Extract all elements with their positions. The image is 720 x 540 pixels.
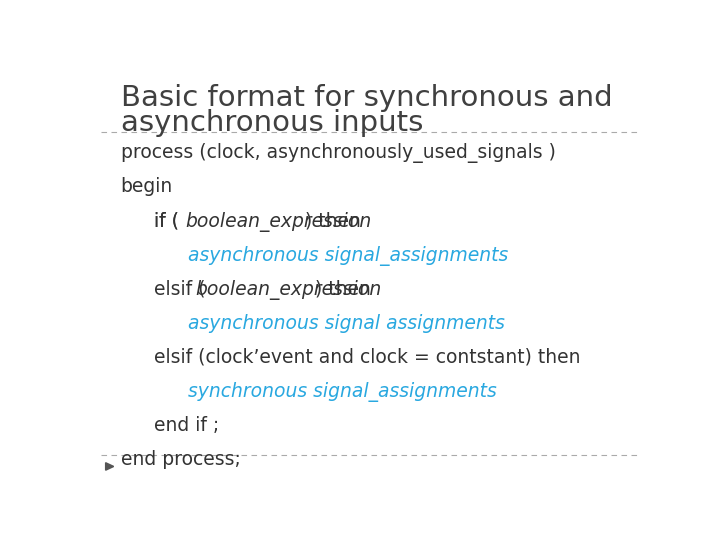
Text: process (clock, asynchronously_used_signals ): process (clock, asynchronously_used_sign… [121,143,556,164]
Text: asynchronous inputs: asynchronous inputs [121,109,423,137]
Polygon shape [106,463,114,470]
Text: end process;: end process; [121,450,240,469]
Text: ) then: ) then [305,212,361,231]
Text: if (: if ( [154,212,179,231]
Text: elsif (clock’event and clock = contstant) then: elsif (clock’event and clock = contstant… [154,348,580,367]
Text: Basic format for synchronous and: Basic format for synchronous and [121,84,612,112]
Text: asynchronous signal assignments: asynchronous signal assignments [188,314,505,333]
Text: ) then: ) then [315,280,371,299]
Text: boolean_expression: boolean_expression [195,280,381,300]
Text: boolean_expression: boolean_expression [185,212,371,232]
Text: synchronous signal_assignments: synchronous signal_assignments [188,382,496,402]
Text: begin: begin [121,178,173,197]
Text: end if ;: end if ; [154,416,220,435]
Text: elsif (: elsif ( [154,280,206,299]
Text: asynchronous signal_assignments: asynchronous signal_assignments [188,246,508,266]
Text: if (: if ( [154,212,179,231]
